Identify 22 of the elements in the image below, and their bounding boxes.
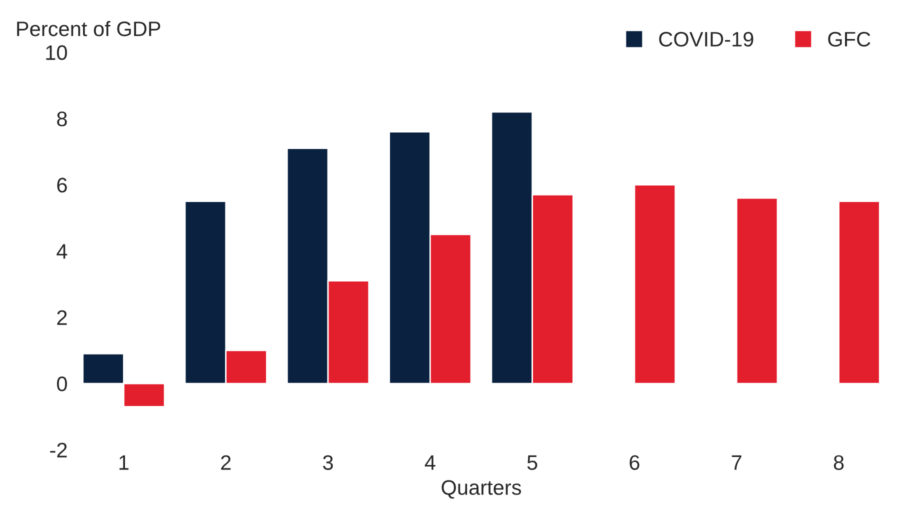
x-tick-label: 8: [834, 455, 844, 470]
bar: [634, 184, 676, 384]
y-tick-label: 8: [57, 112, 67, 126]
y-tick-label: 6: [57, 178, 67, 193]
y-tick-label: 4: [56, 244, 68, 259]
x-axis-title: Quarters: [442, 480, 522, 499]
x-tick-label: 6: [630, 455, 640, 470]
x-tick-label: 1: [120, 455, 128, 470]
x-tick-label: 4: [424, 455, 436, 470]
bar: [736, 197, 778, 384]
y-tick-label: 10: [46, 45, 67, 60]
bar: [838, 200, 880, 384]
y-tick-label: -2: [50, 442, 67, 458]
x-tick-label: 3: [323, 455, 333, 470]
x-tick-label: 5: [527, 455, 538, 470]
y-tick-label: 2: [57, 310, 67, 325]
x-tick-label: 7: [732, 455, 742, 470]
legend-label: COVID-19: [659, 32, 754, 47]
legend-label: GFC: [828, 32, 870, 47]
x-tick-label: 2: [221, 455, 231, 470]
y-axis-title: Percent of GDP: [17, 20, 160, 36]
y-tick-label: 0: [57, 376, 67, 392]
